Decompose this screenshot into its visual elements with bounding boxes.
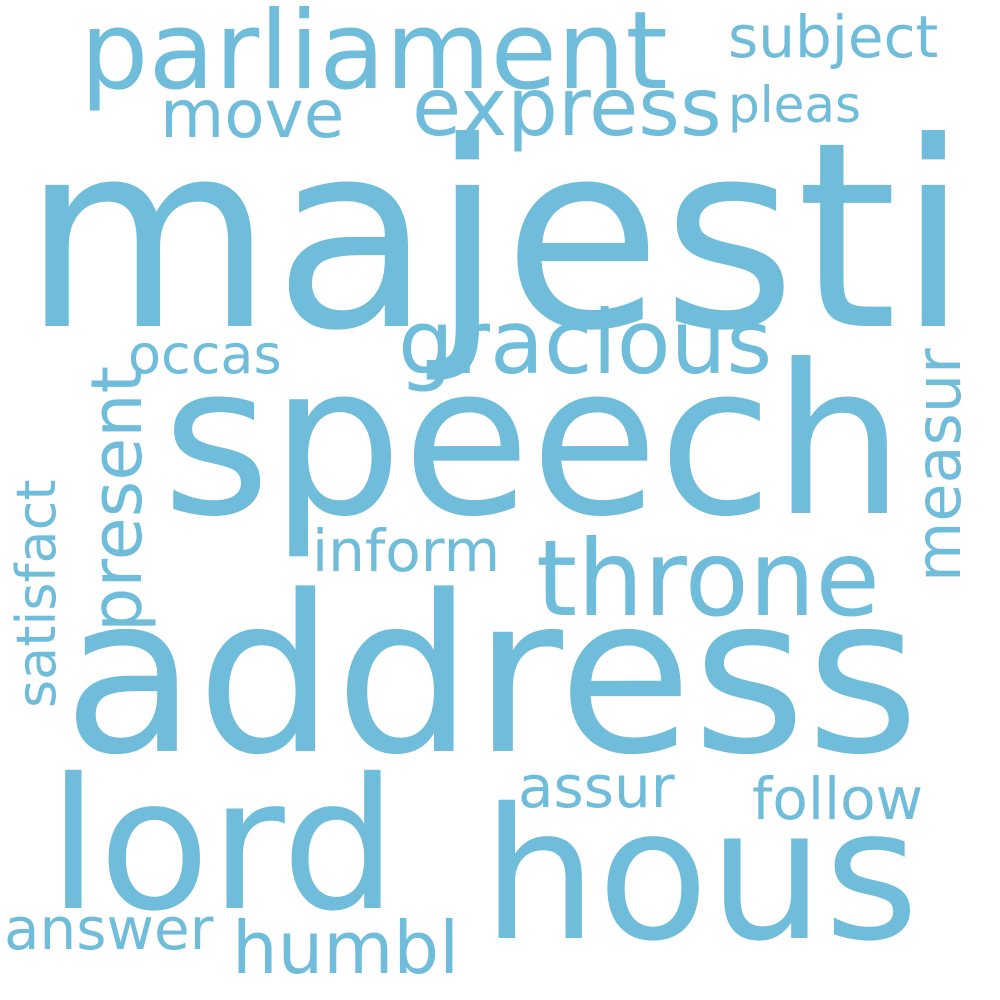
word-hous: hous — [482, 769, 919, 981]
word-satisfact: satisfact — [5, 479, 68, 709]
word-throne: throne — [536, 518, 880, 640]
word-measur: measur — [902, 348, 975, 582]
word-gracious: gracious — [398, 291, 773, 394]
word-parliament: parliament — [80, 0, 668, 114]
word-lord: lord — [48, 739, 398, 951]
word-express: express — [412, 61, 722, 154]
word-speech: speech — [162, 321, 905, 563]
word-answer: answer — [4, 895, 214, 963]
word-address: address — [63, 550, 920, 803]
word-follow: follow — [752, 765, 924, 833]
word-move: move — [160, 76, 345, 153]
word-majesti: majesti — [22, 87, 970, 387]
word-pleas: pleas — [728, 76, 862, 134]
word-inform: inform — [312, 517, 501, 585]
word-present: present — [76, 365, 158, 632]
word-humbl: humbl — [232, 906, 460, 990]
word-subject: subject — [728, 3, 939, 71]
word-occas: occas — [128, 323, 282, 386]
word-assur: assur — [518, 753, 675, 821]
